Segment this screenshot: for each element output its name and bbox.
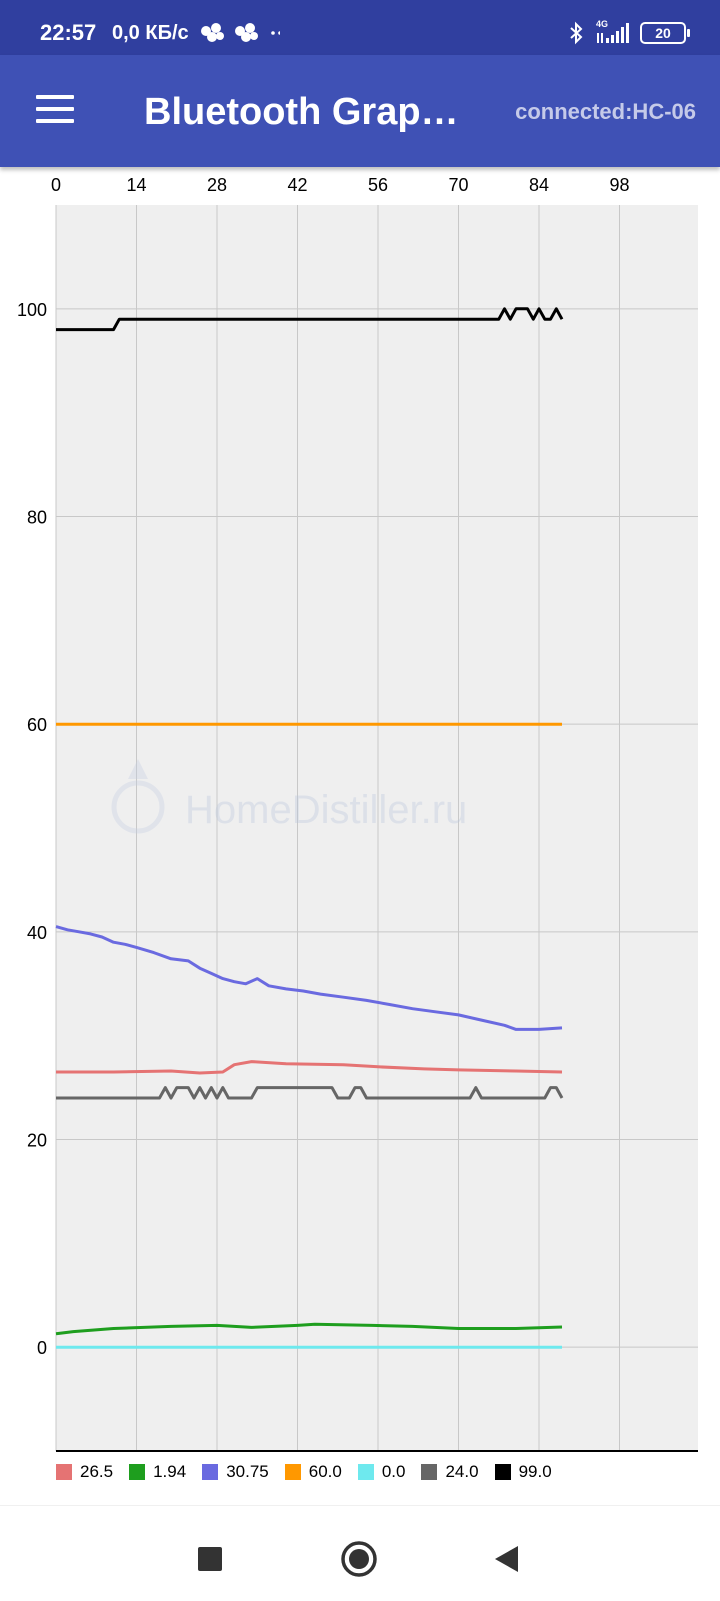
status-right: 4G 20: [568, 19, 690, 46]
series-line-2: [55, 925, 563, 1031]
legend-swatch: [494, 1464, 511, 1480]
bluetooth-icon: [570, 21, 583, 45]
plot-background: [56, 205, 698, 1450]
recent-apps-button[interactable]: [197, 1546, 223, 1572]
x-tick-label: 84: [529, 175, 549, 195]
legend-label: 0.0: [381, 1462, 406, 1481]
y-tick-label: 80: [27, 508, 47, 528]
app-bar: Bluetooth Graphics connected:HC-06: [0, 55, 720, 167]
x-tick-label: 70: [448, 175, 468, 195]
x-ticks: 0 14 28 42 56 70 84 98: [51, 175, 630, 195]
app-title: Bluetooth Graphics: [144, 91, 474, 133]
network-speed: 0,0 КБ/с: [112, 22, 189, 44]
legend-label: 26.5: [80, 1462, 114, 1481]
watermark: HomeDistiller.ru: [111, 759, 467, 834]
signal-icon: 4G: [594, 19, 630, 45]
legend-label: 60.0: [308, 1462, 342, 1481]
legend-item: 1.94: [129, 1462, 186, 1482]
watermark-text: HomeDistiller.ru: [185, 788, 467, 832]
x-tick-label: 14: [126, 175, 146, 195]
legend-label: 1.94: [153, 1462, 187, 1481]
y-tick-label: 0: [37, 1338, 47, 1358]
series-line-1: [55, 1322, 563, 1336]
legend-label: 24.0: [445, 1462, 479, 1481]
legend-item: 0.0: [357, 1462, 406, 1482]
y-tick-label: 40: [27, 923, 47, 943]
y-tick-label: 60: [27, 715, 47, 735]
legend-item: 99.0: [494, 1462, 552, 1482]
legend-label: 99.0: [518, 1462, 552, 1481]
x-tick-label: 98: [609, 175, 629, 195]
status-time: 22:57: [40, 20, 97, 45]
grid-vertical: [55, 205, 620, 1451]
navigation-bar: [0, 1505, 720, 1601]
legend-label: 30.75: [226, 1462, 269, 1481]
legend-swatch: [421, 1464, 438, 1480]
legend-item: 24.0: [421, 1462, 479, 1482]
series-line-6: [56, 307, 564, 332]
y-ticks: 100 80 60 40 20 0: [17, 300, 47, 1358]
legend-swatch: [56, 1464, 72, 1480]
legend-item: 26.5: [56, 1462, 113, 1482]
status-bar: 22:57 0,0 КБ/с 4G 20: [0, 0, 720, 55]
x-tick-label: 0: [51, 175, 61, 195]
x-tick-label: 56: [368, 175, 388, 195]
legend: 26.5 1.94 30.75 60.0 0.0 24.0 99.0: [56, 1462, 552, 1482]
back-button[interactable]: [492, 1544, 520, 1574]
legend-swatch: [284, 1464, 301, 1480]
y-tick-label: 100: [17, 300, 47, 320]
y-tick-label: 20: [27, 1131, 47, 1151]
series-lines: [55, 307, 564, 1349]
legend-item: 30.75: [202, 1462, 269, 1482]
battery-icon: 20: [640, 22, 690, 44]
connection-status: connected:HC-06: [515, 99, 696, 124]
network-type: 4G: [596, 19, 609, 29]
legend-swatch: [357, 1464, 374, 1480]
home-button[interactable]: [340, 1540, 378, 1578]
menu-button[interactable]: [36, 95, 76, 125]
series-line-5: [56, 1086, 564, 1100]
legend-swatch: [202, 1464, 219, 1480]
x-tick-label: 28: [207, 175, 227, 195]
legend-item: 60.0: [284, 1462, 342, 1482]
battery-level: 20: [655, 25, 671, 41]
series-line-0: [56, 1060, 563, 1075]
legend-swatch: [129, 1464, 146, 1480]
line-chart: 0 14 28 42 56 70 84 98 100 80 60 40 20 0 HomeDistill…: [17, 175, 698, 1452]
notification-icons: [201, 23, 280, 42]
x-tick-label: 42: [287, 175, 307, 195]
